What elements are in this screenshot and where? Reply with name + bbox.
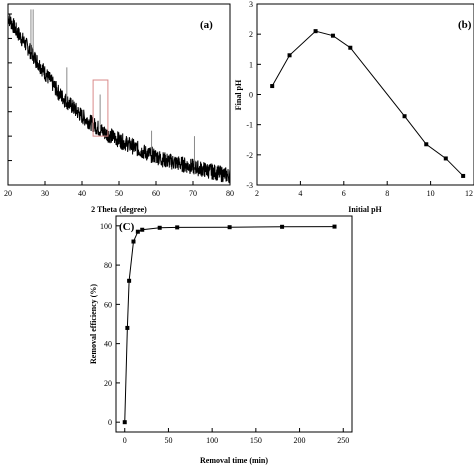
- panel-a-x-tick-label: 30: [41, 189, 49, 198]
- panel-c-y-tick-label: 0: [108, 418, 112, 427]
- panel-b-data-point: [443, 156, 448, 161]
- panel-c-series-line: [124, 226, 335, 423]
- panel-a-x-tick-label: 50: [115, 189, 123, 198]
- panel-c-data-point: [332, 224, 337, 229]
- panel-b-data-point: [330, 33, 335, 38]
- panel-c-data-point: [127, 278, 132, 283]
- panel-a-ticks: 20 30 40 50 60 70 80: [4, 13, 234, 198]
- panel-b-y-tick-label: -3: [246, 181, 253, 190]
- panel-b-y-tick-label: -2: [246, 151, 253, 160]
- panel-c-data-point: [135, 229, 140, 234]
- panel-b-x-axis-title: Initial pH: [348, 205, 382, 214]
- panel-b-series-line: [271, 30, 464, 177]
- panel-c-data-point: [140, 227, 145, 232]
- panel-c-y-tick-label: 60: [104, 300, 112, 309]
- panel-c-x-tick-label: 250: [337, 436, 349, 445]
- panel-a-plot-area: [7, 9, 231, 184]
- panel-b-x-tick-label: 8: [385, 189, 389, 198]
- panel-b-data-point: [313, 29, 318, 34]
- panel-c-y-tick-label: 20: [104, 379, 112, 388]
- panel-b-y-tick-label: 0: [249, 91, 253, 100]
- panel-c-x-tick-label: 0: [123, 436, 127, 445]
- panel-a-x-tick-label: 70: [189, 189, 197, 198]
- panel-c-data-point: [157, 225, 162, 230]
- panel-b-y-axis-title: Final pH: [234, 79, 243, 110]
- panel-c-frame: [115, 215, 353, 433]
- panel-c-y-tick-label: 80: [104, 261, 112, 270]
- panel-b-x-tick-label: 10: [427, 189, 435, 198]
- panel-b-x-tick-label: 12: [465, 189, 473, 198]
- panel-b-y-tick-label: 2: [249, 30, 253, 39]
- panel-c-data-point: [122, 420, 127, 425]
- panel-a-x-tick-label: 80: [226, 189, 234, 198]
- panel-b-ph-chart: (b) Initial pH Final pH 2 4 6 8 10 12-3-2-101…: [234, 0, 474, 214]
- panel-c-x-tick-label: 50: [164, 436, 172, 445]
- panel-a-x-tick-label: 20: [4, 189, 12, 198]
- panel-a-x-axis-title: 2 Theta (degree): [91, 205, 147, 214]
- panel-c-data-point: [280, 224, 285, 229]
- panel-c-label: (C): [119, 221, 135, 233]
- panel-b-label: (b): [458, 19, 472, 31]
- panel-c-data-point: [175, 225, 180, 230]
- panel-b-data-point: [461, 173, 466, 178]
- panel-c-data-point: [125, 325, 130, 330]
- panel-b-x-tick-label: 6: [342, 189, 346, 198]
- panel-c-data-point: [131, 239, 136, 244]
- panel-a-xrd-trace: [7, 13, 231, 184]
- panel-c-removal-chart: (C) Removal time (min) Removal efficienc…: [89, 215, 353, 465]
- panel-c-y-tick-label: 100: [100, 222, 112, 231]
- panel-c-x-tick-label: 100: [206, 436, 218, 445]
- panel-c-x-axis-title: Removal time (min): [200, 456, 268, 465]
- panel-c-x-tick-label: 150: [250, 436, 262, 445]
- panel-b-plot-area: [270, 29, 466, 178]
- panel-b-y-tick-label: 3: [249, 0, 253, 9]
- panel-b-frame: [256, 3, 474, 186]
- panel-c-data-point: [227, 225, 232, 230]
- panel-b-data-point: [287, 53, 292, 58]
- panel-b-data-point: [270, 84, 275, 89]
- panel-c-plot-area: [122, 224, 337, 425]
- panel-c-y-tick-label: 40: [104, 340, 112, 349]
- panel-b-data-point: [348, 45, 353, 50]
- panel-b-x-tick-label: 2: [255, 189, 259, 198]
- panel-a-label: (a): [200, 19, 213, 31]
- panel-b-data-point: [402, 114, 407, 119]
- panel-b-y-tick-label: 1: [249, 60, 253, 69]
- panel-a-x-tick-label: 60: [152, 189, 160, 198]
- panel-a-highlight-box: [92, 79, 109, 137]
- panel-a-xrd-chart: (a) 2 Theta (degree) 20 30 40 50 60 70 80: [4, 3, 234, 214]
- panel-b-y-tick-label: -1: [246, 121, 253, 130]
- panel-a-frame: [7, 3, 231, 186]
- panel-c-ticks: 0 50 100 150 200 250 0 20 40 60 80 100: [100, 222, 349, 445]
- panel-b-data-point: [424, 142, 429, 147]
- panel-a-x-tick-label: 40: [78, 189, 86, 198]
- panel-c-x-tick-label: 200: [294, 436, 306, 445]
- panel-c-y-axis-title: Removal efficiency (%): [89, 284, 98, 364]
- panel-b-x-tick-label: 4: [298, 189, 302, 198]
